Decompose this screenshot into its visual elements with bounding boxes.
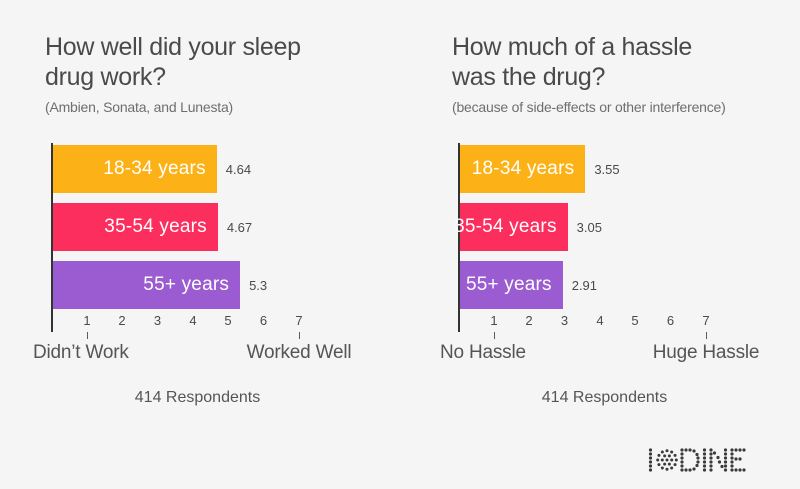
bar-35-54-years: 35-54 years bbox=[454, 203, 568, 251]
y-axis-line bbox=[458, 143, 460, 332]
bar-label: 35-54 years bbox=[454, 216, 557, 237]
bar-value: 3.05 bbox=[576, 219, 602, 235]
x-tick-7: 7 bbox=[295, 313, 303, 328]
chart-sleep-effectiveness: How well did your sleep drug work? (Ambi… bbox=[33, 32, 397, 462]
axis-label-high: Huge Hassle bbox=[652, 342, 760, 363]
respondents-note: 414 Respondents bbox=[541, 389, 668, 406]
x-tick-1: 1 bbox=[490, 313, 498, 328]
axis-tick-mark-high bbox=[298, 332, 300, 339]
bar-label: 35-54 years bbox=[104, 216, 207, 237]
bar-55-plus-years: 55+ years bbox=[53, 261, 241, 309]
bar-value: 2.91 bbox=[571, 277, 598, 293]
bar-row: 18-34 years 4.64 bbox=[53, 145, 267, 193]
axis-label-low: No Hassle bbox=[440, 342, 526, 363]
axis-tick-mark-low bbox=[86, 332, 88, 339]
bar-35-54-years: 35-54 years bbox=[53, 203, 218, 251]
bar-18-34-years: 18-34 years bbox=[460, 145, 586, 193]
x-tick-5: 5 bbox=[631, 313, 639, 328]
chart-title: How much of a hassle was the drug? bbox=[452, 32, 800, 92]
bar-row: 35-54 years 3.05 bbox=[454, 203, 620, 251]
chart-title-line1: How well did your sleep bbox=[45, 33, 301, 61]
chart-title-line2: drug work? bbox=[45, 63, 166, 91]
x-tick-2: 2 bbox=[118, 313, 126, 328]
bar-value: 4.67 bbox=[226, 219, 253, 235]
bar-group: 18-34 years 3.55 35-54 years 3.05 55+ ye… bbox=[454, 145, 620, 319]
bar-value: 4.64 bbox=[225, 161, 252, 177]
axis-tick-mark-high bbox=[705, 332, 707, 339]
respondents-note: 414 Respondents bbox=[134, 389, 261, 406]
x-tick-1: 1 bbox=[83, 313, 91, 328]
x-tick-6: 6 bbox=[259, 313, 268, 328]
bar-value: 5.3 bbox=[249, 277, 268, 293]
bar-label: 18-34 years bbox=[103, 158, 206, 179]
bar-row: 35-54 years 4.67 bbox=[53, 203, 267, 251]
chart-title-line1: How much of a hassle bbox=[452, 33, 692, 61]
x-tick-2: 2 bbox=[525, 313, 533, 328]
axis-tick-mark-low bbox=[493, 332, 495, 339]
bar-row: 18-34 years 3.55 bbox=[460, 145, 620, 193]
x-tick-6: 6 bbox=[666, 313, 675, 328]
chart-title: How well did your sleep drug work? bbox=[45, 32, 397, 92]
bar-group: 18-34 years 4.64 35-54 years 4.67 55+ ye… bbox=[53, 145, 267, 319]
plot-area: 18-34 years 4.64 35-54 years 4.67 55+ ye… bbox=[33, 143, 397, 433]
y-axis-line bbox=[51, 143, 53, 332]
x-tick-3: 3 bbox=[153, 313, 162, 328]
bar-label: 18-34 years bbox=[471, 158, 575, 179]
x-tick-3: 3 bbox=[560, 313, 569, 328]
chart-subtitle: (because of side-effects or other interf… bbox=[452, 99, 726, 115]
iodine-logo bbox=[648, 448, 746, 472]
bar-label: 55+ years bbox=[143, 274, 230, 295]
axis-label-low: Didn’t Work bbox=[33, 342, 129, 363]
bar-row: 55+ years 5.3 bbox=[53, 261, 267, 309]
bar-label: 55+ years bbox=[465, 274, 552, 295]
bar-55-plus-years: 55+ years bbox=[460, 261, 563, 309]
chart-drug-hassle: How much of a hassle was the drug? (beca… bbox=[440, 32, 800, 462]
bar-row: 55+ years 2.91 bbox=[460, 261, 620, 309]
x-tick-7: 7 bbox=[702, 313, 710, 328]
plot-area: 18-34 years 3.55 35-54 years 3.05 55+ ye… bbox=[440, 143, 800, 433]
x-tick-4: 4 bbox=[189, 313, 197, 328]
bar-value: 3.55 bbox=[594, 161, 620, 177]
axis-label-high: Worked Well bbox=[246, 342, 352, 363]
x-tick-4: 4 bbox=[596, 313, 604, 328]
chart-title-line2: was the drug? bbox=[452, 63, 606, 91]
bar-18-34-years: 18-34 years bbox=[53, 145, 217, 193]
x-tick-5: 5 bbox=[224, 313, 232, 328]
iodine-logo-dots bbox=[648, 448, 746, 472]
chart-subtitle: (Ambien, Sonata, and Lunesta) bbox=[45, 99, 233, 115]
